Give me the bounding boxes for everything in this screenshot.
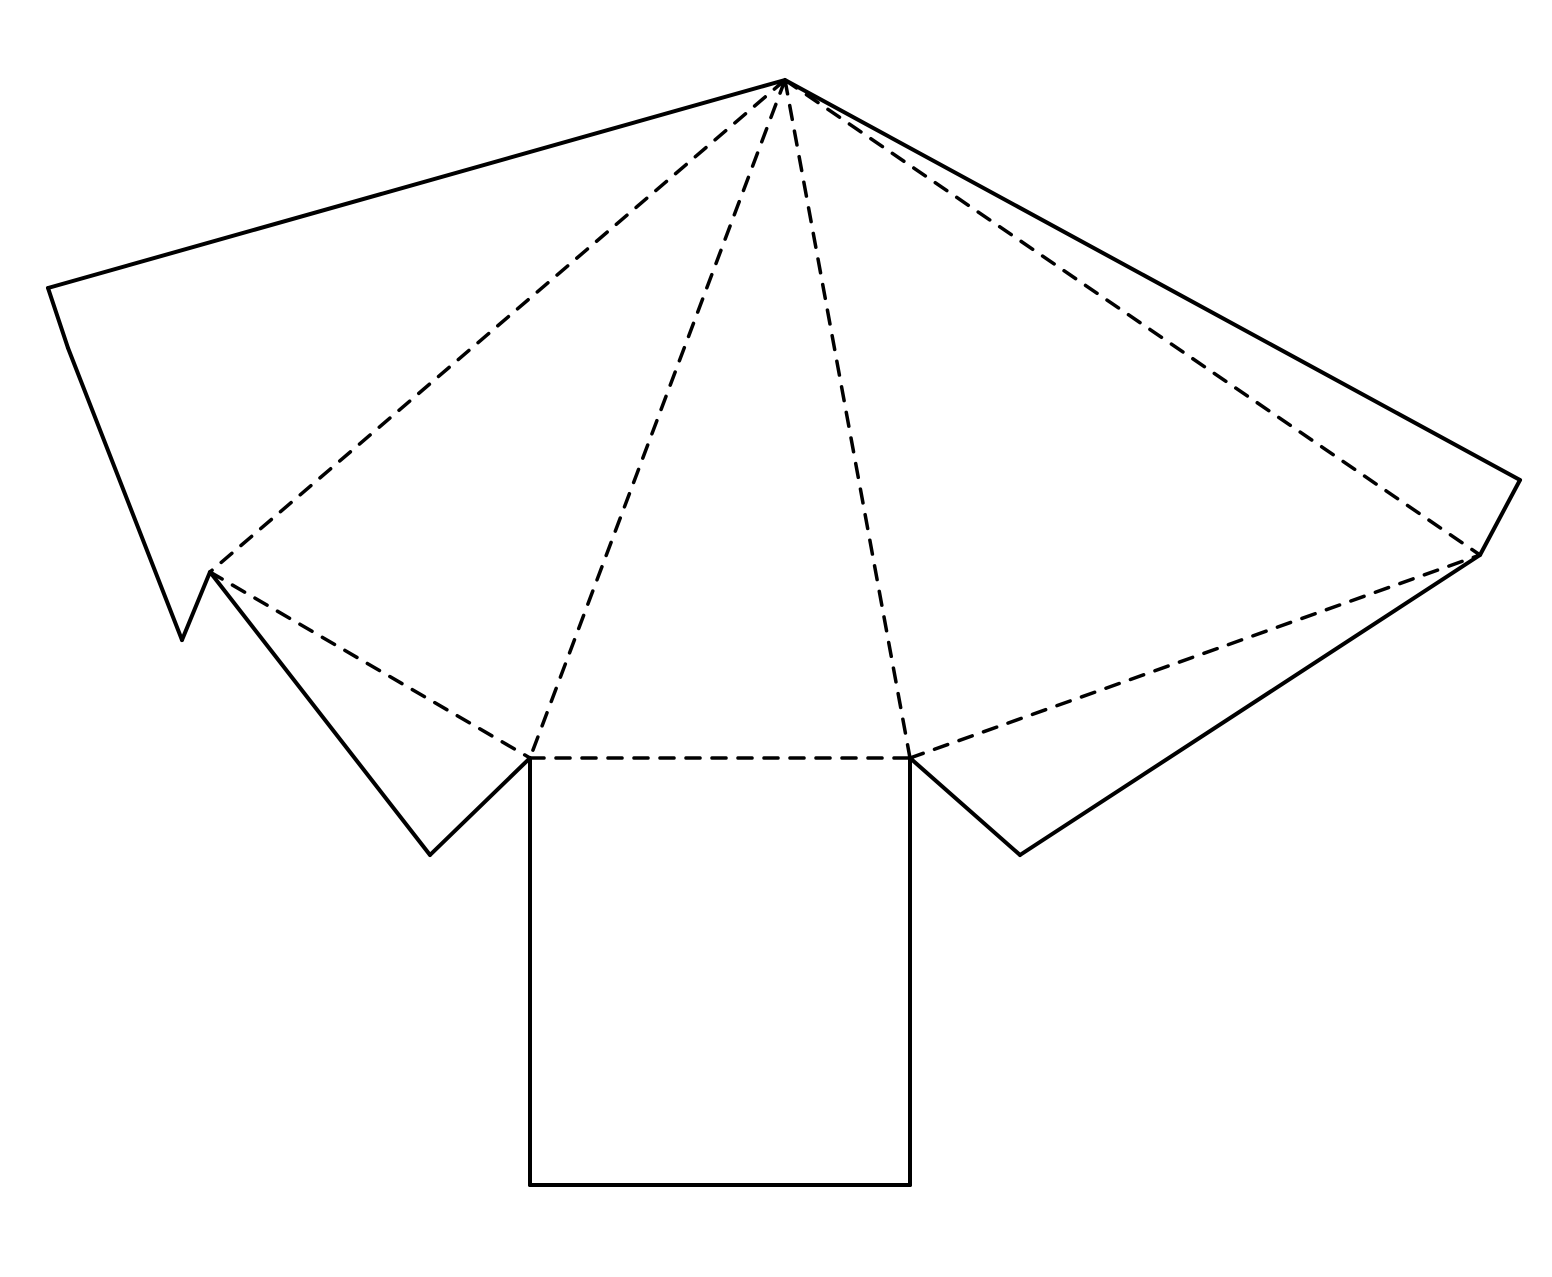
fold-line xyxy=(910,555,1480,758)
fold-line xyxy=(785,80,910,758)
fold-line xyxy=(530,80,785,758)
fold-line xyxy=(210,80,785,572)
cut-line xyxy=(1020,555,1480,855)
fold-line xyxy=(785,80,1480,555)
cut-line xyxy=(210,572,430,855)
fold-line xyxy=(210,572,530,758)
cut-line xyxy=(68,348,182,640)
cut-line xyxy=(430,758,530,855)
cut-line xyxy=(910,758,1020,855)
pyramid-net-diagram xyxy=(0,0,1552,1277)
cut-line xyxy=(182,572,210,640)
cut-line xyxy=(48,80,785,288)
cut-line xyxy=(48,288,68,348)
cut-line xyxy=(785,80,1520,480)
cut-line xyxy=(1480,480,1520,555)
